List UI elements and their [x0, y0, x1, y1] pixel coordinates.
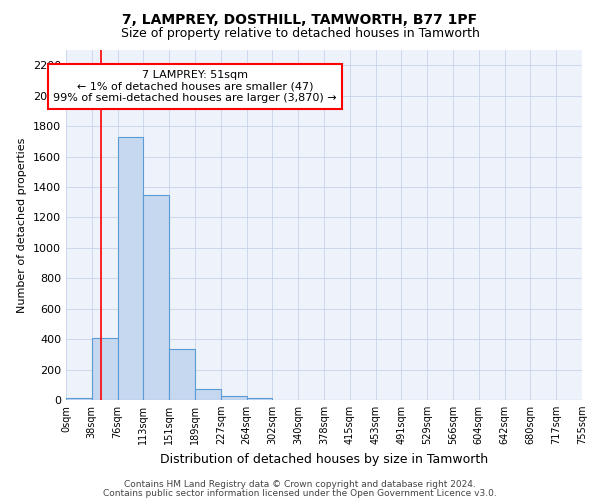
Bar	[92, 338, 118, 400]
Bar	[169, 349, 195, 400]
Bar	[221, 396, 247, 400]
Text: 7 LAMPREY: 51sqm
← 1% of detached houses are smaller (47)
99% of semi-detached h: 7 LAMPREY: 51sqm ← 1% of detached houses…	[53, 70, 337, 103]
Text: 7, LAMPREY, DOSTHILL, TAMWORTH, B77 1PF: 7, LAMPREY, DOSTHILL, TAMWORTH, B77 1PF	[122, 12, 478, 26]
Text: Size of property relative to detached houses in Tamworth: Size of property relative to detached ho…	[121, 28, 479, 40]
Y-axis label: Number of detached properties: Number of detached properties	[17, 138, 28, 312]
Text: Contains public sector information licensed under the Open Government Licence v3: Contains public sector information licen…	[103, 489, 497, 498]
X-axis label: Distribution of detached houses by size in Tamworth: Distribution of detached houses by size …	[160, 452, 488, 466]
Bar	[247, 398, 272, 400]
Bar	[118, 136, 143, 400]
Text: Contains HM Land Registry data © Crown copyright and database right 2024.: Contains HM Land Registry data © Crown c…	[124, 480, 476, 489]
Bar	[66, 398, 92, 400]
Bar	[195, 388, 221, 400]
Bar	[143, 194, 169, 400]
